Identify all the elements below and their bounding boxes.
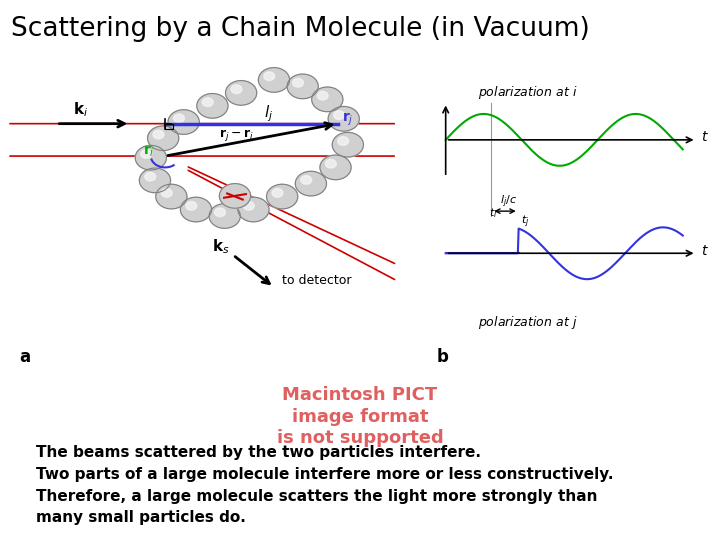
Circle shape [266,184,298,209]
Text: to detector: to detector [282,274,351,287]
Text: $l_j$: $l_j$ [264,103,273,124]
Text: $t$: $t$ [701,244,709,258]
Text: Macintosh PICT: Macintosh PICT [282,386,438,404]
Circle shape [153,130,164,139]
Circle shape [148,126,179,151]
Circle shape [186,201,197,210]
Circle shape [202,98,213,106]
Circle shape [333,111,344,119]
Text: $l_j/c$: $l_j/c$ [500,194,518,211]
Circle shape [140,168,171,193]
Text: The beams scattered by the two particles interfere.: The beams scattered by the two particles… [36,446,481,461]
Circle shape [272,188,283,197]
Circle shape [225,80,257,105]
Text: $\mathbf{r}_i$: $\mathbf{r}_i$ [143,144,154,159]
Text: Therefore, a large molecule scatters the light more strongly than: Therefore, a large molecule scatters the… [36,489,598,504]
Text: b: b [436,348,449,366]
Circle shape [215,208,225,217]
Circle shape [287,74,318,99]
Text: polarization at $i$: polarization at $i$ [477,84,577,101]
Circle shape [312,87,343,112]
Text: is not supported: is not supported [276,429,444,447]
Text: $\mathbf{k}_i$: $\mathbf{k}_i$ [73,100,88,119]
Circle shape [140,150,152,158]
Circle shape [156,184,187,209]
Circle shape [301,176,312,184]
Circle shape [145,172,156,181]
Circle shape [243,201,254,210]
Circle shape [238,197,269,222]
Circle shape [258,68,289,92]
Circle shape [332,132,364,157]
Circle shape [320,155,351,180]
Circle shape [220,184,251,208]
Circle shape [264,72,275,80]
Text: $\mathbf{r}_j$: $\mathbf{r}_j$ [342,111,354,129]
Text: $t$: $t$ [701,131,709,145]
Circle shape [325,159,336,168]
Text: $t_j$: $t_j$ [521,213,529,230]
Circle shape [135,145,166,170]
Circle shape [328,106,359,131]
Circle shape [174,114,184,123]
Text: polarization at $j$: polarization at $j$ [477,314,577,331]
Text: image format: image format [292,408,428,426]
Text: $\mathbf{r}_j - \mathbf{r}_i$: $\mathbf{r}_j - \mathbf{r}_i$ [219,127,253,143]
Text: $\mathbf{k}_s$: $\mathbf{k}_s$ [212,238,230,256]
Circle shape [197,93,228,118]
Text: $t_i$: $t_i$ [489,206,498,220]
Circle shape [231,85,242,93]
Circle shape [181,197,212,222]
Circle shape [338,137,348,145]
Text: Two parts of a large molecule interfere more or less constructively.: Two parts of a large molecule interfere … [36,467,613,482]
Circle shape [168,110,199,134]
Text: a: a [19,348,31,366]
Circle shape [209,204,240,228]
Circle shape [318,91,328,100]
Text: many small particles do.: many small particles do. [36,510,246,525]
Text: Scattering by a Chain Molecule (in Vacuum): Scattering by a Chain Molecule (in Vacuu… [11,16,590,42]
Circle shape [295,171,326,196]
Circle shape [292,78,303,87]
Circle shape [161,188,172,197]
